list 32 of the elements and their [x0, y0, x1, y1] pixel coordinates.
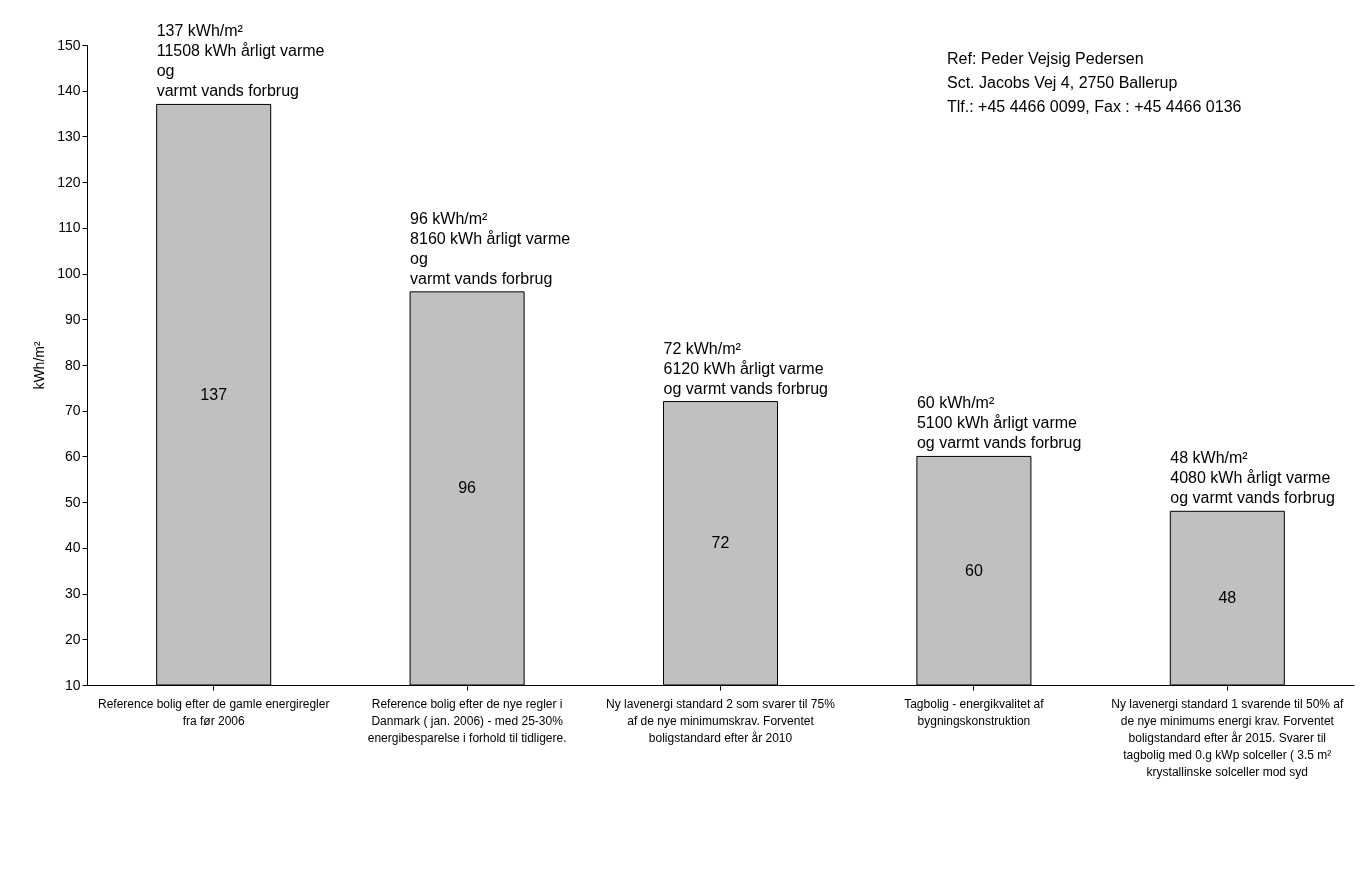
annotation: 96 kWh/m² 8160 kWh årligt varme og varmt vands forbrug — [410, 209, 571, 287]
annotation: 137 kWh/m² 11508 kWh årligt varme og varmt vands forbrug — [156, 22, 325, 100]
y-tick-label: 30 — [64, 585, 81, 602]
annotation: 60 kWh/m² 5100 kWh årligt varme og varmt vands forbrug — [916, 394, 1082, 452]
annotation: 72 kWh/m² 6120 kWh årligt varme og varmt vands forbrug — [663, 339, 829, 397]
y-tick-label: 100 — [57, 265, 81, 282]
y-tick-label: 40 — [64, 539, 81, 556]
y-tick-label: 70 — [64, 402, 81, 419]
y-tick-label: 60 — [64, 447, 81, 464]
y-tick-label: 150 — [57, 36, 81, 53]
annotation: Ref: Peder Vejsig Pedersen Sct. Jacobs Vej 4, 2750 Ballerup Tlf.: +45 4466 0099, Fax : +45 4466 0136 — [947, 50, 1242, 115]
data-label: 96 — [458, 479, 477, 497]
data-label: 48 — [1218, 589, 1237, 607]
x-tick-label: Tagbolig - energikvalitet af bygningskonstruktion — [904, 696, 1045, 728]
data-label: 137 — [200, 385, 228, 403]
x-tick-label: Ny lavenergi standard 1 svarende til 50% af de nye minimums energi krav. Forventet boligstandard efter år 2015. Svarer til tagbolig med 0.g kWp solceller ( 3.5 m² krystallinske solceller mod syd — [1111, 696, 1345, 779]
y-tick-label: 110 — [58, 219, 81, 236]
data-label: 60 — [965, 561, 983, 579]
x-tick-label: Ny lavenergi standard 2 som svarer til 75% af de nye minimumskrav. Forventet boligstandard efter år 2010 — [606, 696, 836, 745]
y-tick-label: 90 — [64, 310, 81, 327]
annotation: 48 kWh/m² 4080 kWh årligt varme og varmt vands forbrug — [1170, 449, 1335, 507]
y-tick-label: 140 — [57, 82, 81, 99]
y-tick-label: 130 — [57, 127, 81, 144]
y-tick-label: 10 — [64, 676, 81, 693]
x-tick-label: Reference bolig efter de gamle energiregler fra før 2006 — [97, 696, 330, 728]
y-axis-title: kWh/m² — [31, 341, 48, 390]
y-tick-label: 120 — [57, 173, 81, 190]
y-tick-label: 50 — [64, 493, 81, 510]
y-tick-label: 80 — [64, 356, 81, 373]
data-label: 72 — [711, 534, 730, 552]
x-tick-label: Reference bolig efter de nye regler i Danmark ( jan. 2006) - med 25-30% energibesparelse i forhold til tidligere. — [367, 696, 567, 745]
y-tick-label: 20 — [64, 630, 81, 647]
